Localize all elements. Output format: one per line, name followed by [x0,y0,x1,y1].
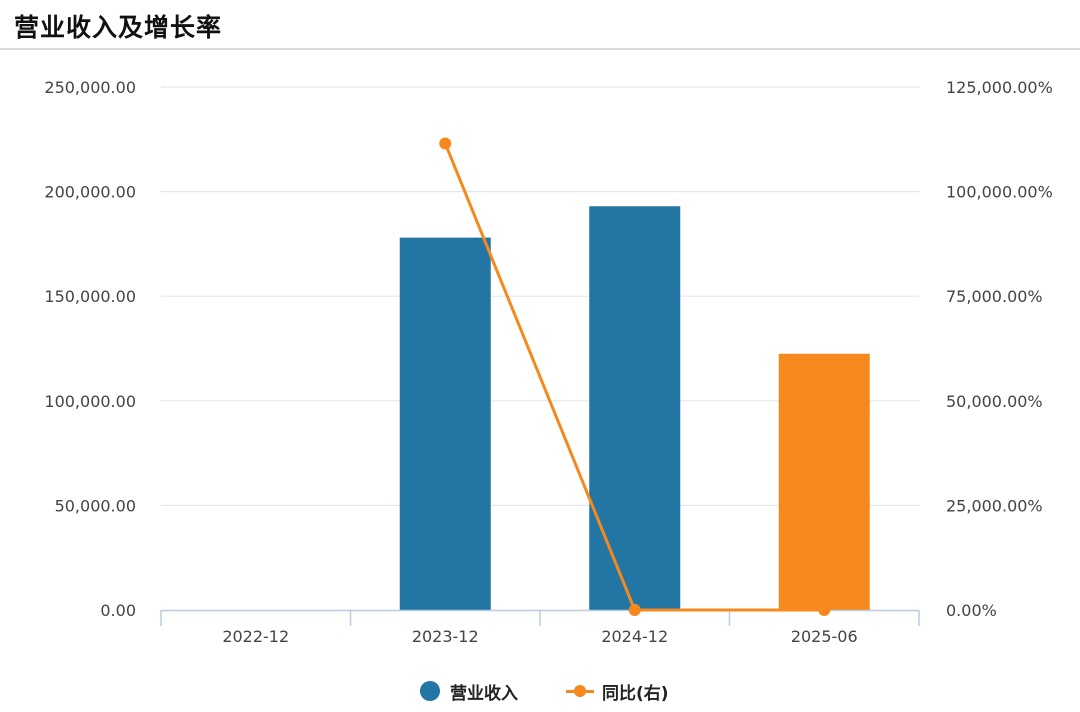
right-tick-label: 25,000.00% [946,496,1043,515]
legend-item-revenue[interactable]: 营业收入 [420,676,518,706]
right-tick-label: 100,000.00% [946,183,1053,202]
left-tick-label: 150,000.00 [44,287,136,306]
bar-2025-06[interactable] [778,353,870,610]
legend-marker-line [566,684,594,697]
left-tick-label: 50,000.00 [55,496,136,515]
bar-2023-12[interactable] [399,237,491,610]
chart-title: 营业收入及增长率 [14,13,223,42]
line-series [439,137,831,616]
x-tick-label: 2024-12 [601,627,668,646]
yoy-point[interactable] [439,137,452,150]
right-axis: 0.00% 25,000.00% 50,000.00% 75,000.00% 100,0… [946,78,1053,620]
legend-label-yoy: 同比(右) [602,683,669,704]
legend-label-revenue: 营业收入 [450,683,518,704]
left-tick-label: 250,000.00 [44,78,136,97]
left-axis: 0.00 50,000.00 100,000.00 150,000.00 200,000… [44,78,136,620]
legend-item-yoy[interactable]: 同比(右) [566,676,669,706]
yoy-point[interactable] [628,604,641,616]
right-tick-label: 75,000.00% [946,287,1043,306]
right-tick-label: 50,000.00% [946,392,1043,411]
right-tick-label: 0.00% [946,601,997,620]
legend: 营业收入 同比(右) [0,676,1080,706]
x-tick-label: 2023-12 [412,627,479,646]
yoy-point[interactable] [818,604,831,616]
bar-series [399,206,870,610]
right-tick-label: 125,000.00% [946,78,1053,97]
left-tick-label: 100,000.00 [44,392,136,411]
bar-2024-12[interactable] [589,206,681,610]
x-tick-label: 2022-12 [222,627,289,646]
chart-header: 营业收入及增长率 [0,0,1080,50]
left-tick-label: 200,000.00 [44,183,136,202]
legend-marker-bar [420,681,440,701]
x-tick-label: 2025-06 [791,627,858,646]
left-tick-label: 0.00 [100,601,136,620]
x-axis: 2022-12 2023-12 2024-12 2025-06 [160,609,920,646]
